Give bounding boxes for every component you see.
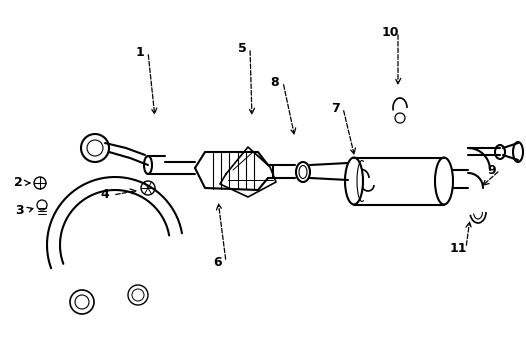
Text: 8: 8 [271,75,279,89]
Text: 11: 11 [449,241,467,255]
Ellipse shape [435,157,453,204]
Text: 6: 6 [214,256,222,268]
Text: 1: 1 [136,46,144,58]
Text: 3: 3 [16,204,24,216]
Text: 10: 10 [381,26,399,38]
Text: 5: 5 [238,42,246,54]
Text: 2: 2 [14,177,23,189]
Ellipse shape [345,157,363,204]
Text: 4: 4 [100,188,109,201]
Text: 7: 7 [331,101,339,115]
Text: 9: 9 [488,163,497,177]
